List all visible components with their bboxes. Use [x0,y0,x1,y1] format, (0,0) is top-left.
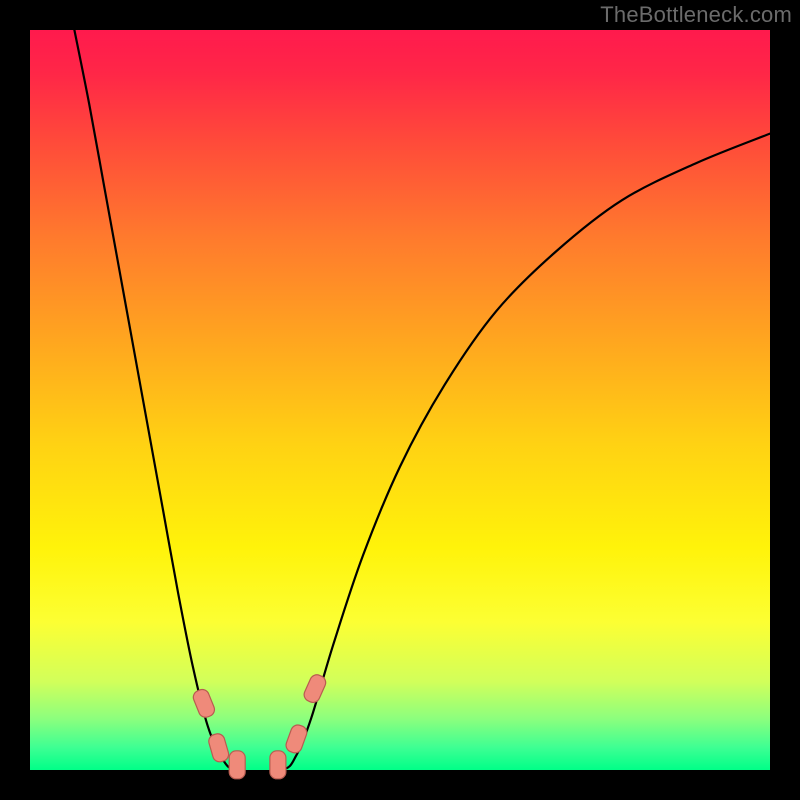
chart-root: TheBottleneck.com [0,0,800,800]
bottleneck-chart [0,0,800,800]
gradient-plot-area [30,30,770,770]
curve-marker [270,751,286,779]
curve-marker [229,751,245,779]
attribution-text: TheBottleneck.com [600,2,792,28]
